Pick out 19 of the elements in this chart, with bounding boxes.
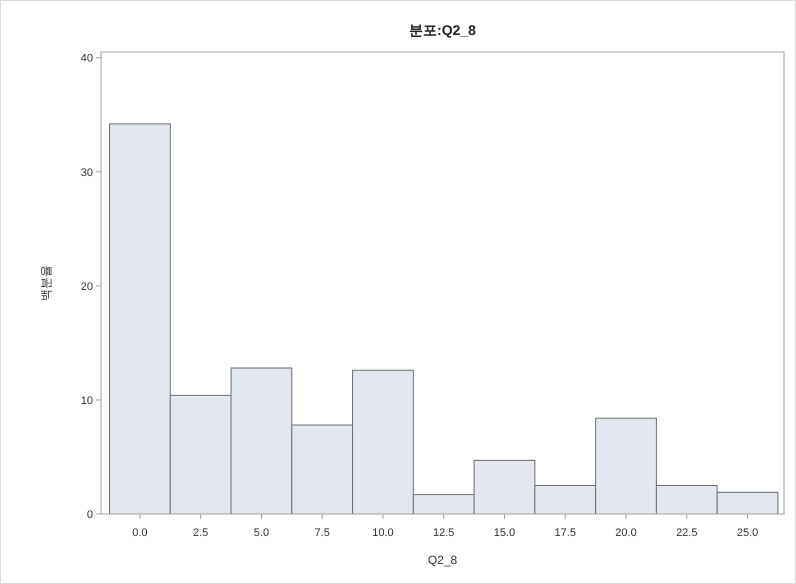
y-axis-title: 백분율	[39, 265, 53, 301]
x-tick-label: 2.5	[193, 527, 208, 539]
y-tick-label: 0	[86, 509, 93, 521]
x-tick-label: 12.5	[433, 527, 454, 539]
x-tick-label: 5.0	[254, 527, 270, 539]
y-tick-label: 30	[80, 166, 93, 179]
x-tick-label: 25.0	[736, 527, 758, 539]
x-tick-label: 0.0	[132, 527, 148, 539]
y-tick-label: 40	[80, 52, 93, 65]
x-tick-label: 20.0	[615, 527, 637, 539]
y-tick-label: 20	[80, 280, 93, 293]
x-tick-label: 10.0	[372, 527, 394, 539]
x-tick-label: 15.0	[494, 527, 516, 539]
x-tick-label: 17.5	[554, 527, 576, 539]
x-axis-title: Q2_8	[428, 553, 458, 567]
x-tick-label: 22.5	[676, 527, 698, 539]
y-tick-label: 10	[80, 394, 93, 407]
x-tick-label: 7.5	[314, 527, 330, 539]
chart-title: 분포:Q2_8	[409, 22, 476, 38]
